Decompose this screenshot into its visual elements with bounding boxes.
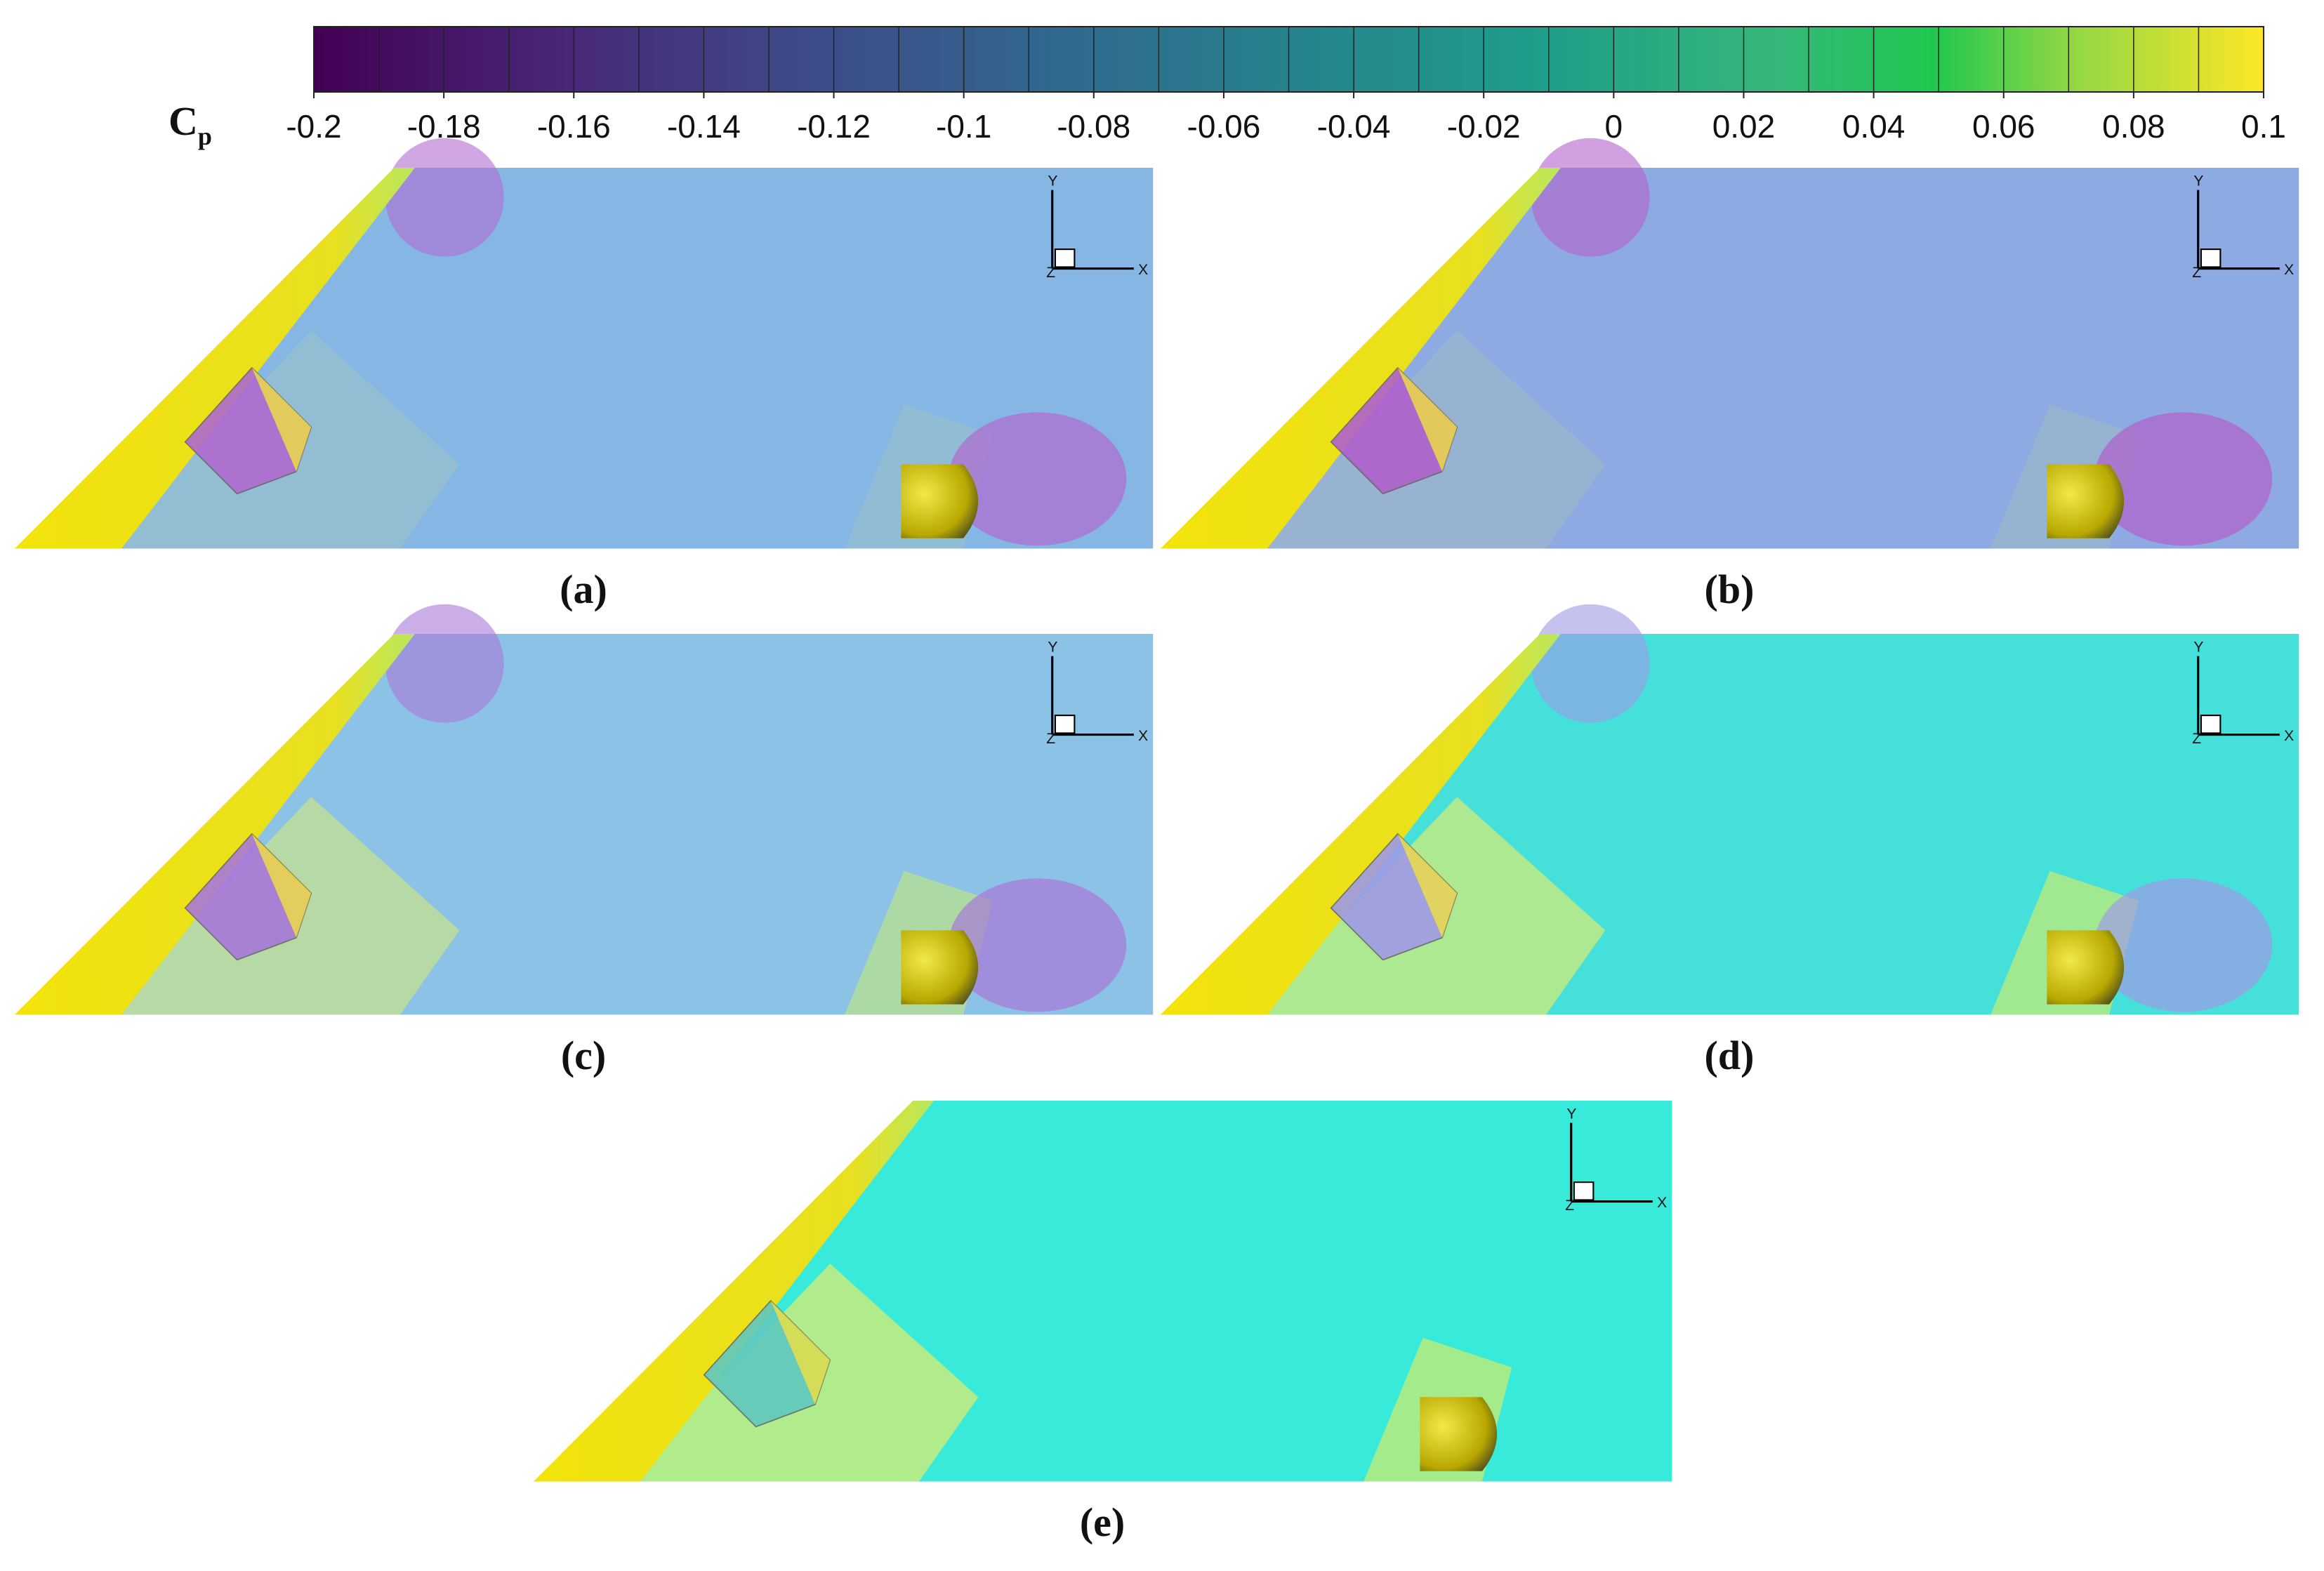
colorbar-tick-label: -0.2 (286, 108, 341, 145)
colorbar-tick-label: -0.14 (667, 108, 741, 145)
axis-label-z: Z (1046, 265, 1055, 281)
leading-edge (534, 1101, 934, 1482)
axis-label-z: Z (2192, 731, 2201, 747)
panel-label: (e) (1080, 1499, 1125, 1545)
colorbar-tick-label: 0.02 (1712, 108, 1776, 145)
leading-edge (1161, 634, 1561, 1015)
body (2047, 464, 2125, 538)
colorbar-tick-label: 0.04 (1842, 108, 1906, 145)
axis-label-y: Y (2193, 639, 2203, 655)
body (901, 930, 979, 1005)
axis-label-z: Z (1046, 731, 1055, 747)
triad-z (2200, 248, 2221, 268)
colorbar-label: Cp (169, 98, 212, 150)
colorbar-tick-label: -0.1 (936, 108, 991, 145)
colorbar-tick-label: -0.02 (1447, 108, 1521, 145)
contour-panel: Y X Z (15, 604, 1154, 1015)
triad-z (2200, 715, 2221, 734)
fin-face (1397, 833, 1458, 938)
fin-face (770, 1300, 831, 1405)
axis-label-x: X (1138, 728, 1148, 744)
colorbar-tick-label: 0.08 (2102, 108, 2165, 145)
panel-label: (a) (560, 566, 607, 612)
fin-face (1397, 367, 1458, 472)
axis-label-y: Y (1566, 1106, 1576, 1122)
colorbar-tick-label: -0.16 (537, 108, 611, 145)
low-pressure (2094, 878, 2273, 1012)
axis-label-z: Z (2192, 265, 2201, 281)
axis-label-y: Y (2193, 173, 2203, 189)
colorbar-tick-label: -0.12 (797, 108, 871, 145)
panel-label: (d) (1705, 1033, 1755, 1078)
panel-label: (b) (1705, 566, 1755, 612)
contour-panel: Y X Z (15, 138, 1154, 549)
triad-z (1573, 1181, 1595, 1201)
contour-panel: Y X Z (534, 1101, 1672, 1482)
low-pressure (1531, 604, 1650, 723)
low-pressure (948, 878, 1127, 1012)
colorbar-tick-label: -0.04 (1317, 108, 1391, 145)
fin-face (251, 367, 312, 472)
low-pressure (1531, 138, 1650, 257)
body (901, 464, 979, 538)
leading-edge (15, 634, 415, 1015)
low-pressure (2094, 412, 2273, 546)
low-pressure (948, 412, 1127, 546)
axis-label-z: Z (1565, 1198, 1574, 1214)
fin-face (251, 833, 312, 938)
triad-z (1054, 248, 1076, 268)
body (2047, 930, 2125, 1005)
colorbar-bands (378, 27, 2200, 92)
colorbar-tick-label: 0.1 (2241, 108, 2286, 145)
colorbar-tick-label: -0.08 (1057, 108, 1130, 145)
colorbar-tick-label: -0.06 (1187, 108, 1261, 145)
axis-label-x: X (1138, 262, 1148, 278)
triad-z (1054, 715, 1076, 734)
low-pressure (385, 138, 504, 257)
axis-label-y: Y (1048, 639, 1057, 655)
leading-edge (1161, 168, 1561, 549)
body (1420, 1397, 1498, 1471)
axis-label-x: X (2284, 262, 2294, 278)
panel-label: (c) (561, 1033, 606, 1078)
axis-label-y: Y (1048, 173, 1057, 189)
contour-panel: Y X Z (1161, 138, 2299, 549)
axis-label-x: X (2284, 728, 2294, 744)
axis-label-x: X (1657, 1195, 1667, 1211)
contour-panel: Y X Z (1161, 604, 2299, 1015)
low-pressure (385, 604, 504, 723)
leading-edge (15, 168, 415, 549)
colorbar-tick-label: 0 (1605, 108, 1623, 145)
colorbar-tick-label: 0.06 (1972, 108, 2035, 145)
